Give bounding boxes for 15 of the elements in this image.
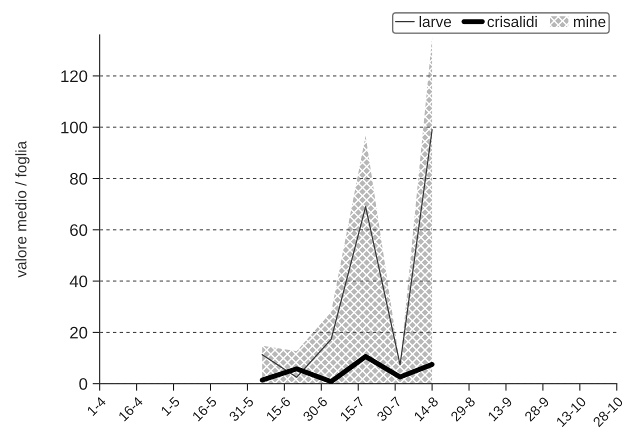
legend-label: crisalidi: [488, 16, 537, 28]
legend-label: larve: [420, 16, 452, 28]
x-tick-label: 1-4: [86, 396, 107, 416]
y-axis-title: valore medio / foglia: [15, 140, 30, 278]
y-tick-label: 0: [79, 378, 88, 390]
y-tick-label: 40: [70, 275, 88, 288]
legend-label: mine: [574, 16, 606, 28]
x-tick-label: 1-5: [160, 396, 180, 416]
y-tick-label: 60: [70, 224, 88, 236]
line-series: [262, 129, 433, 378]
line-series: [260, 354, 435, 384]
y-tick-label: 20: [70, 326, 88, 339]
y-tick-label: 120: [61, 70, 88, 82]
y-tick-label: 80: [70, 172, 88, 185]
y-tick-label: 100: [61, 122, 88, 134]
